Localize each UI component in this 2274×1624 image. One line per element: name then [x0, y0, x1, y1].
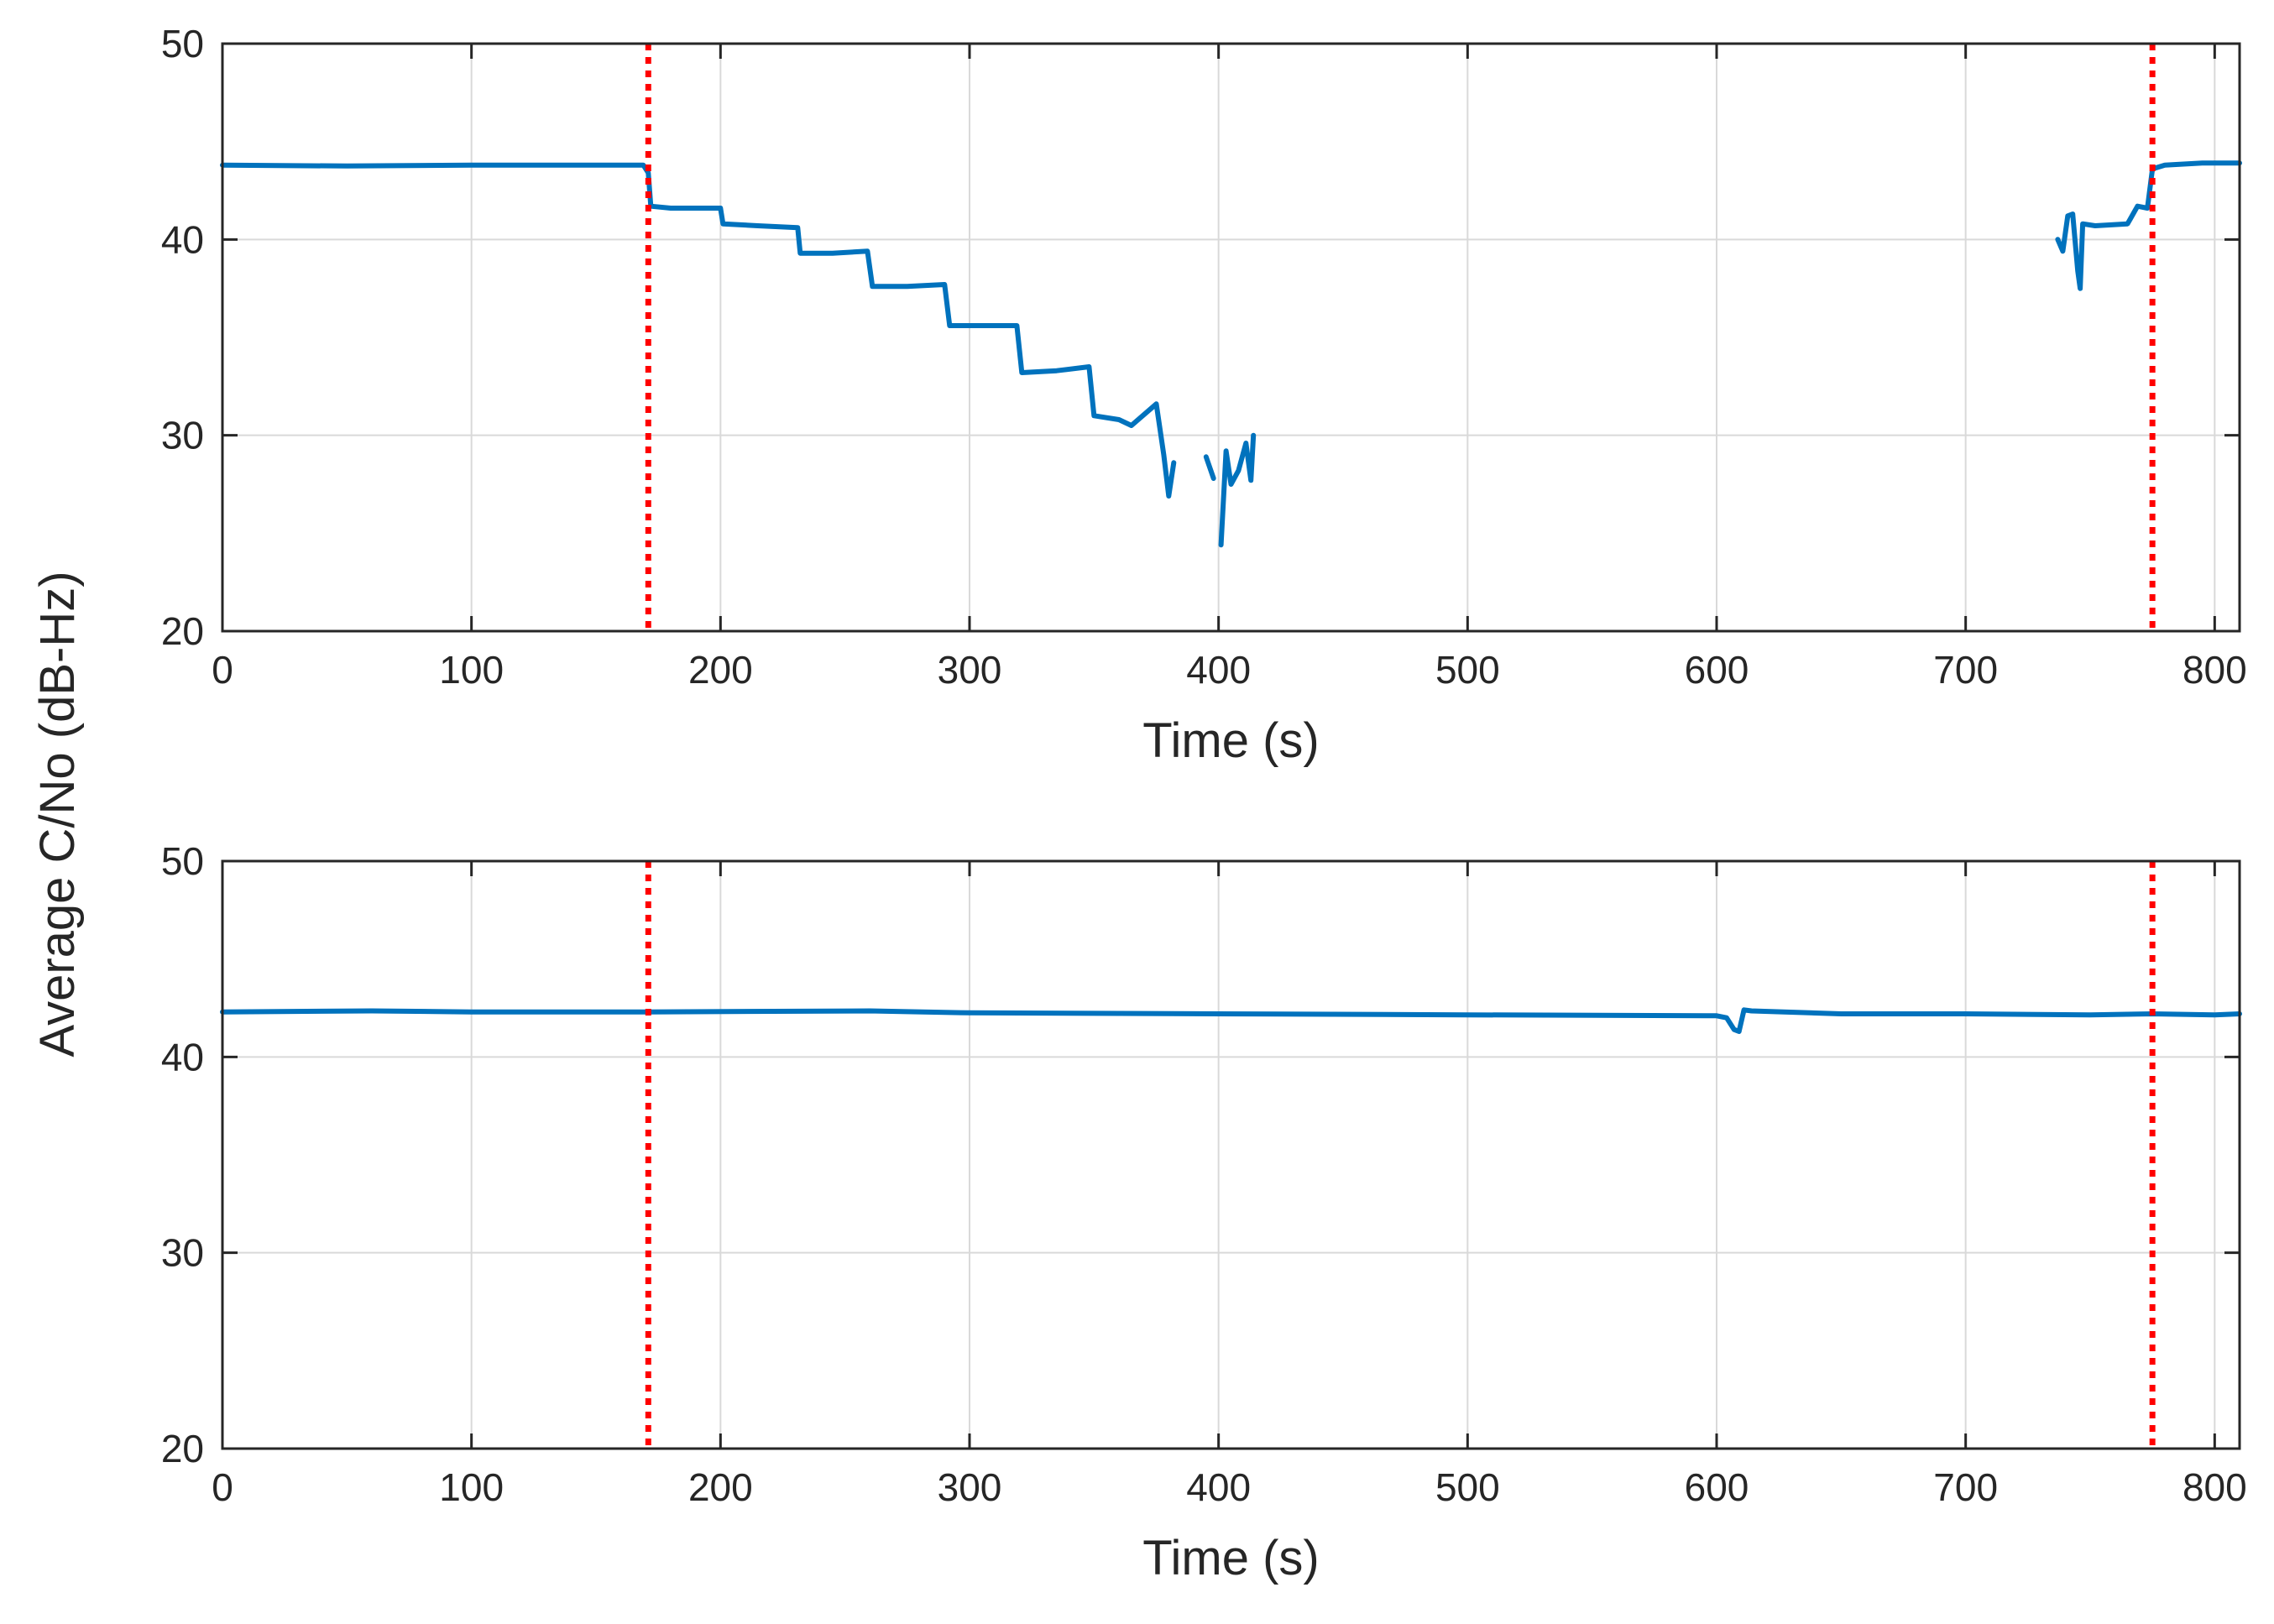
- top-series-line: [1218, 432, 1257, 548]
- bottom-x-tick-label: 100: [439, 1465, 504, 1509]
- top-x-tick-label: 800: [2183, 648, 2247, 692]
- top-x-tick-label: 500: [1435, 648, 1500, 692]
- top-series-line: [2055, 160, 2242, 291]
- top-y-tick-label: 20: [161, 609, 204, 653]
- bottom-x-tick-label: 300: [938, 1465, 1002, 1509]
- bottom-x-tick-label: 200: [688, 1465, 753, 1509]
- bottom-y-tick-label: 40: [161, 1035, 204, 1078]
- bottom-y-tick-label: 20: [161, 1427, 204, 1470]
- bottom-x-axis-title: Time (s): [1142, 1531, 1319, 1585]
- top-event-lines: [645, 44, 2156, 631]
- bottom-x-tick-label: 500: [1435, 1465, 1500, 1509]
- bottom-x-tick-label: 700: [1933, 1465, 1998, 1509]
- bottom-x-tick-label: 400: [1186, 1465, 1251, 1509]
- top-y-tick-label: 30: [161, 414, 204, 457]
- bottom-series: [220, 1007, 2242, 1034]
- bottom-event-lines: [645, 861, 2156, 1449]
- bottom-ticks: 0 100 200 300 400 500 600 700 800 20 30 40 50: [161, 839, 2247, 1509]
- bottom-y-tick-label: 30: [161, 1231, 204, 1275]
- top-x-tick-label: 600: [1685, 648, 1749, 692]
- top-y-tick-label: 50: [161, 22, 204, 65]
- bottom-plot-panel: 0 100 200 300 400 500 600 700 800 20 30 40 50 Time (…: [161, 839, 2247, 1585]
- top-plot-panel: 0 100 200 300 400 500 600 700 800 20 30 40 50 Time (…: [161, 22, 2247, 768]
- top-y-tick-label: 40: [161, 217, 204, 261]
- top-axes-frame: [221, 42, 2241, 633]
- bottom-axes-frame: [221, 859, 2241, 1450]
- bottom-series-line: [220, 1007, 2242, 1034]
- top-x-tick-label: 400: [1186, 648, 1251, 692]
- top-x-tick-label: 700: [1933, 648, 1998, 692]
- top-series-line: [1203, 454, 1216, 481]
- top-x-tick-label: 100: [439, 648, 504, 692]
- top-x-tick-label: 0: [212, 648, 233, 692]
- bottom-x-tick-label: 600: [1685, 1465, 1749, 1509]
- bottom-x-tick-label: 800: [2183, 1465, 2247, 1509]
- top-ticks: 0 100 200 300 400 500 600 700 800 20 30 40 50: [161, 22, 2247, 692]
- y-axis-title: Average C/No (dB-Hz): [30, 571, 85, 1057]
- bottom-y-tick-label: 50: [161, 839, 204, 883]
- top-x-tick-label: 200: [688, 648, 753, 692]
- bottom-x-tick-label: 0: [212, 1465, 233, 1509]
- top-x-axis-title: Time (s): [1142, 713, 1319, 768]
- top-x-tick-label: 300: [938, 648, 1002, 692]
